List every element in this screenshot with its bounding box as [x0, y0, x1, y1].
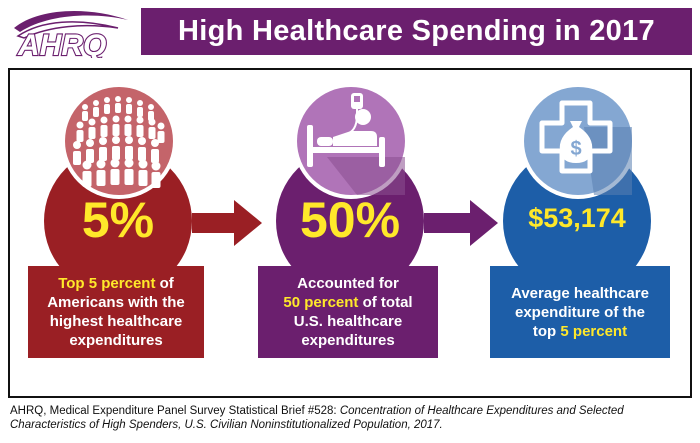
arrow-right-1	[192, 200, 262, 246]
citation-source: AHRQ, Medical Expenditure Panel Survey S…	[10, 405, 340, 417]
description-box-2: Accounted for 50 percent of total U.S. h…	[258, 266, 438, 358]
description-line: expenditures	[301, 332, 395, 349]
description-line: Average healthcare	[511, 284, 649, 302]
description-line: U.S. healthcare	[293, 313, 403, 330]
description-box-3: Average healthcare expenditure of the to…	[490, 266, 670, 358]
dollar-sign-icon: $	[570, 138, 581, 160]
description-line: Accounted for	[297, 275, 399, 292]
description-line: expenditure of the	[514, 303, 645, 321]
description-line: highest healthcare	[49, 313, 183, 330]
hospital-bed-icon	[307, 93, 405, 195]
description-line: top 5 percent	[532, 322, 628, 340]
description-line: Top 5 percent of	[58, 275, 174, 292]
ahrq-logo: AHRQ	[8, 6, 133, 63]
arrow-right-2	[424, 200, 498, 246]
infographic-frame	[8, 68, 692, 398]
page-title: High Healthcare Spending in 2017	[141, 8, 692, 55]
crowd-of-people-icon	[73, 96, 165, 188]
citation-title: Concentration of Healthcare Expenditures…	[10, 405, 624, 431]
icon-circle-2	[297, 87, 405, 195]
ahrq-swoosh-icon: AHRQ	[14, 10, 128, 63]
medical-cross-money-bag-icon: $	[539, 100, 632, 195]
icon-circle-3: $	[524, 87, 632, 195]
logo-text: AHRQ	[17, 29, 106, 58]
source-citation: AHRQ, Medical Expenditure Panel Survey S…	[10, 404, 695, 432]
stat-value-3: $53,174	[528, 203, 626, 233]
stat-value-1: 5%	[81, 192, 155, 248]
description-box-1: Top 5 percent of Americans with the high…	[28, 266, 204, 358]
description-line: expenditures	[69, 332, 163, 349]
description-line: Americans with the	[47, 294, 185, 311]
description-line: 50 percent of total	[283, 294, 413, 311]
stat-value-2: 50%	[299, 192, 401, 248]
icon-circle-1	[65, 87, 173, 195]
